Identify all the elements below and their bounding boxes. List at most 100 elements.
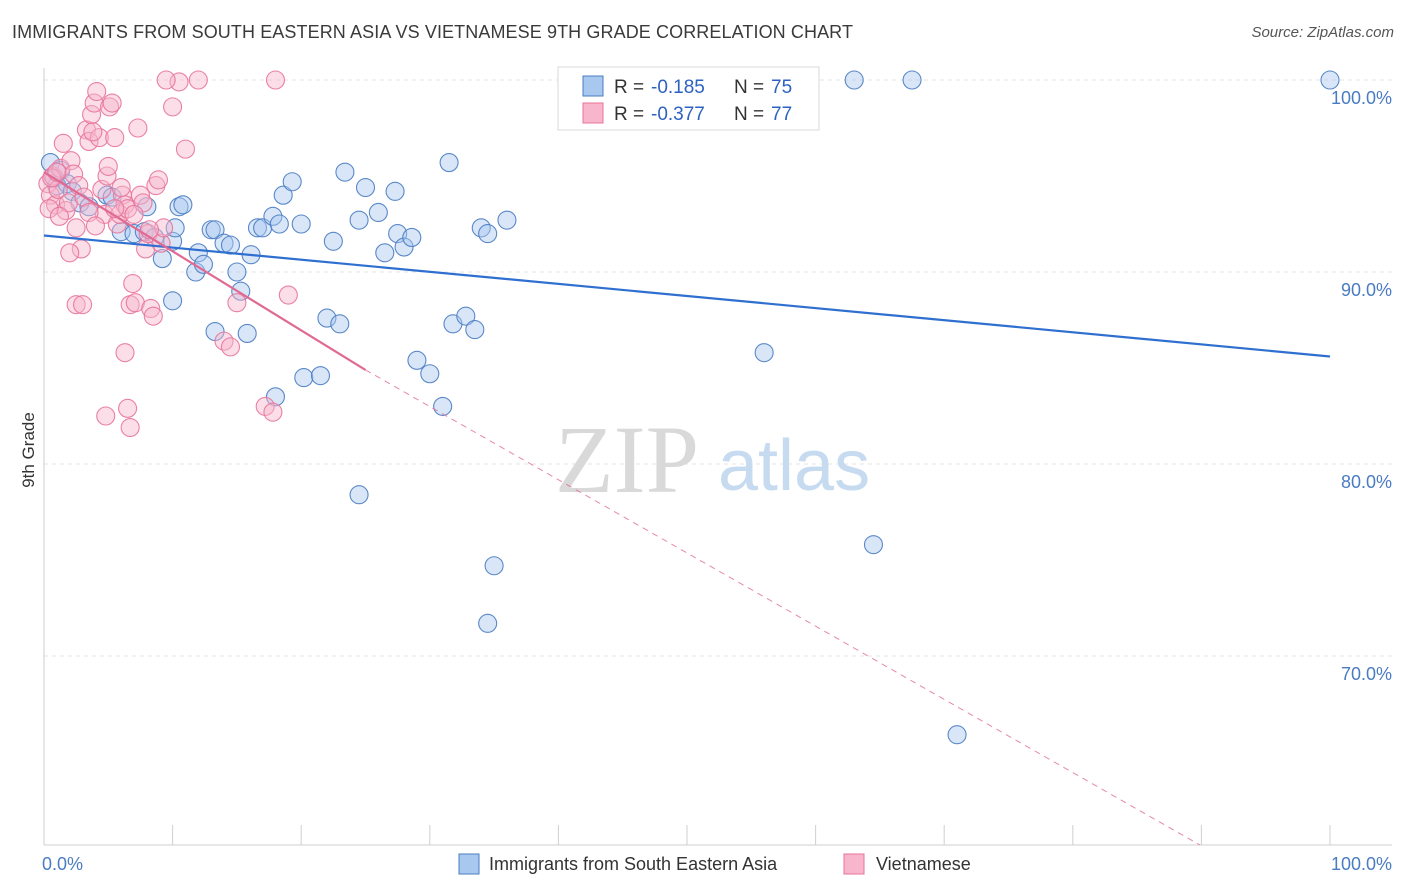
pink-point-6 — [53, 133, 73, 153]
pink-point-11 — [66, 218, 86, 238]
bottom-legend: Immigrants from South Eastern Asia Vietn… — [458, 853, 971, 875]
blue-point-62 — [497, 210, 517, 230]
blue-point-30 — [247, 218, 268, 238]
blue-point-63 — [349, 485, 369, 505]
pink-point-75 — [265, 70, 286, 90]
legend-r-value-1: -0.185 — [651, 77, 705, 98]
blue-point-66 — [754, 343, 774, 363]
blue-point-27 — [227, 262, 247, 282]
pink-point-19 — [87, 81, 107, 102]
pink-point-73 — [156, 70, 176, 90]
pink-point-54 — [263, 402, 283, 422]
legend-box: R = -0.185 N = 75 R = -0.377 N = 77 — [557, 66, 820, 131]
legend-n-label-2: N = — [734, 104, 764, 125]
pink-point-72 — [124, 204, 144, 224]
watermark-atlas: atlas — [718, 426, 870, 506]
y-tick-label-3: 70.0% — [1341, 664, 1392, 684]
bottom-legend-label-2: Vietnamese — [876, 854, 971, 874]
blue-point-70 — [902, 70, 922, 90]
axes — [43, 68, 1392, 846]
bottom-legend-label-1: Immigrants from South Eastern Asia — [489, 854, 778, 874]
pink-point-23 — [97, 166, 117, 186]
blue-point-73 — [330, 314, 350, 334]
pink-point-48 — [175, 139, 196, 159]
legend-swatch-blue — [582, 75, 604, 97]
blue-point-45 — [349, 210, 369, 230]
pink-point-49 — [188, 70, 208, 90]
pink-point-64 — [39, 199, 59, 219]
tick-labels: 100.0% 90.0% 80.0% 70.0% 0.0% 100.0% — [42, 88, 1392, 874]
pink-point-55 — [278, 285, 298, 305]
pink-point-40 — [141, 298, 161, 319]
x-tick-label-1: 100.0% — [1331, 854, 1392, 874]
legend-r-value-2: -0.377 — [651, 104, 705, 125]
watermark-zip: ZIP — [555, 406, 699, 513]
data-points — [38, 70, 1340, 745]
blue-point-69 — [844, 70, 864, 90]
pink-point-51 — [220, 337, 241, 357]
blue-point-18 — [165, 218, 185, 238]
pink-point-71 — [111, 177, 131, 198]
pink-point-58 — [120, 417, 140, 438]
pink-point-52 — [227, 293, 247, 313]
blue-point-44 — [335, 162, 355, 182]
blue-point-32 — [263, 206, 283, 226]
pink-point-62 — [98, 156, 118, 176]
blue-point-49 — [385, 181, 405, 201]
legend-swatch-pink — [582, 102, 604, 124]
pink-point-17 — [82, 105, 102, 125]
blue-point-53 — [407, 350, 427, 370]
blue-point-55 — [433, 396, 453, 416]
legend-n-label-1: N = — [734, 77, 764, 98]
legend-r-label-2: R = — [614, 104, 644, 125]
blue-point-64 — [484, 556, 504, 576]
blue-point-58 — [456, 306, 476, 326]
blue-point-59 — [465, 320, 485, 340]
chart-title: IMMIGRANTS FROM SOUTH EASTERN ASIA VS VI… — [12, 22, 854, 42]
pink-point-45 — [154, 218, 174, 238]
watermark: ZIP atlas — [555, 406, 870, 513]
blue-point-52 — [402, 227, 422, 247]
legend-n-value-2: 77 — [771, 104, 792, 125]
pink-point-61 — [73, 295, 93, 315]
pink-point-67 — [49, 206, 69, 226]
blue-point-39 — [265, 387, 286, 407]
pink-point-46 — [163, 97, 183, 117]
pink-point-68 — [60, 243, 80, 263]
bottom-legend-swatch-pink — [843, 853, 865, 875]
blue-point-20 — [188, 243, 208, 263]
pink-point-53 — [255, 396, 275, 416]
blue-point-34 — [273, 185, 293, 205]
blue-point-54 — [420, 364, 440, 384]
pink-point-33 — [123, 273, 143, 294]
blue-point-67 — [863, 535, 884, 555]
y-tick-label-1: 90.0% — [1341, 280, 1392, 300]
blue-point-14 — [152, 249, 172, 269]
blue-point-71 — [1320, 70, 1340, 90]
y-tick-label-2: 80.0% — [1341, 472, 1392, 492]
blue-point-19 — [173, 195, 193, 215]
pink-point-26 — [105, 128, 125, 148]
blue-point-35 — [282, 172, 302, 192]
blue-point-36 — [291, 214, 311, 234]
blue-point-56 — [439, 153, 459, 173]
y-axis-label: 9th Grade — [19, 412, 38, 488]
pink-point-66 — [47, 162, 67, 182]
blue-trend-line — [43, 234, 1331, 358]
blue-point-48 — [375, 243, 395, 263]
x-tick-label-0: 0.0% — [42, 854, 83, 874]
blue-point-40 — [294, 368, 314, 388]
pink-point-10 — [64, 164, 84, 184]
pink-point-16 — [79, 131, 99, 151]
blue-point-68 — [947, 725, 967, 745]
blue-point-42 — [317, 308, 337, 328]
pink-trend-line — [43, 171, 367, 371]
pink-point-60 — [66, 295, 86, 315]
blue-point-51 — [394, 237, 414, 257]
bottom-legend-swatch-blue — [458, 853, 480, 875]
pink-point-36 — [130, 185, 150, 205]
gridlines — [44, 79, 1392, 657]
blue-point-43 — [323, 231, 343, 251]
blue-point-33 — [269, 214, 289, 234]
